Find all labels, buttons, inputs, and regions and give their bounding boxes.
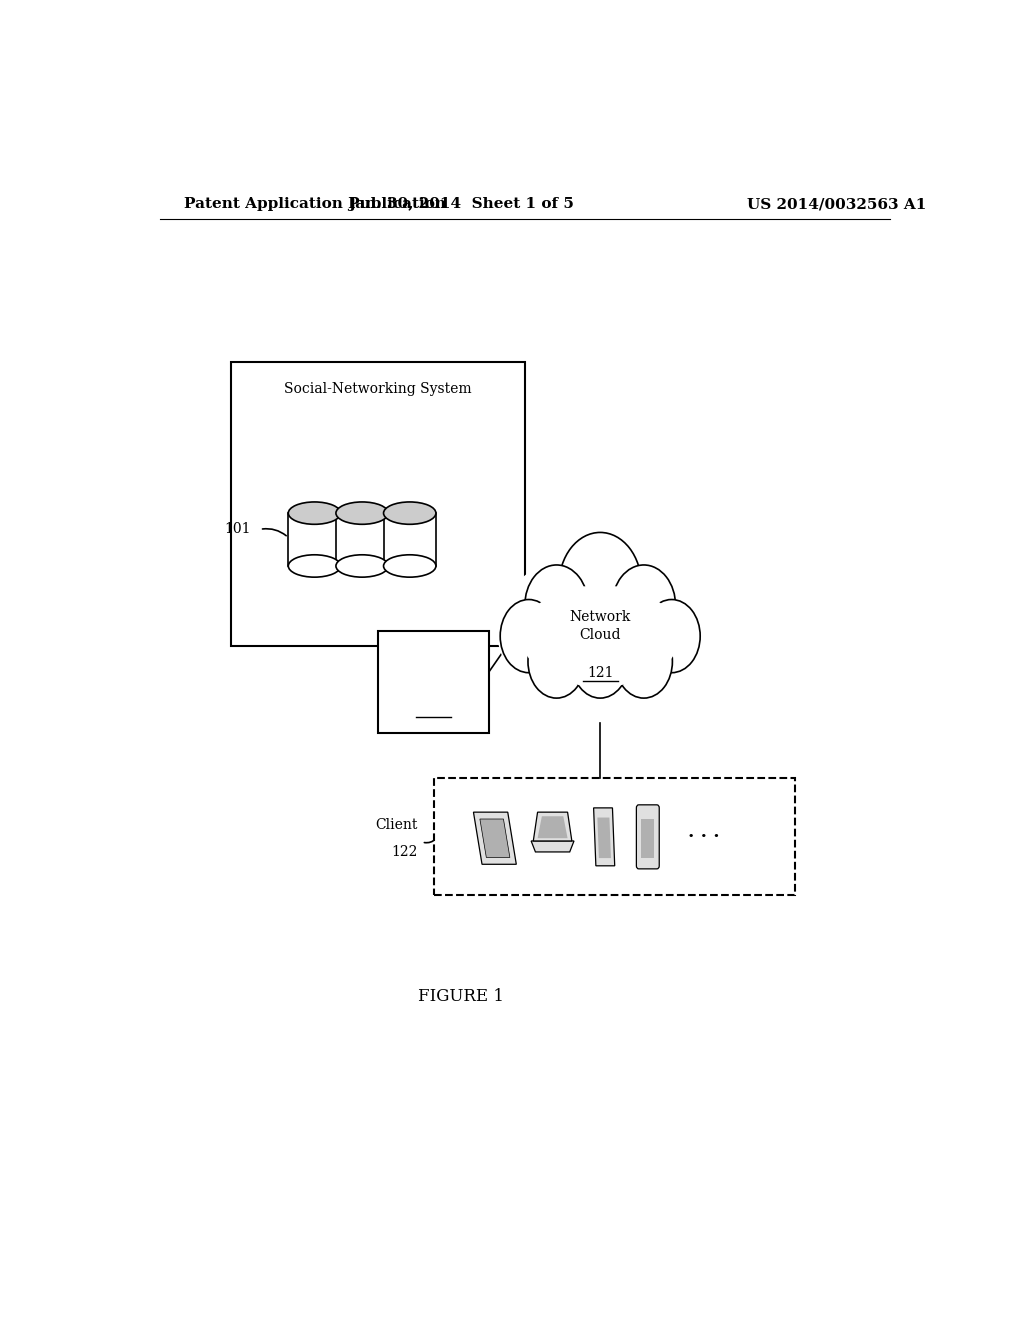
Text: 120: 120 bbox=[420, 702, 446, 717]
Ellipse shape bbox=[336, 554, 388, 577]
Text: System
Front End: System Front End bbox=[397, 651, 469, 682]
Ellipse shape bbox=[571, 624, 629, 698]
Polygon shape bbox=[480, 818, 510, 858]
Text: Network
Cloud: Network Cloud bbox=[569, 610, 631, 642]
Ellipse shape bbox=[521, 585, 680, 686]
Text: Client: Client bbox=[375, 817, 418, 832]
FancyBboxPatch shape bbox=[231, 362, 524, 647]
Text: 122: 122 bbox=[391, 845, 418, 859]
Text: US 2014/0032563 A1: US 2014/0032563 A1 bbox=[748, 197, 927, 211]
FancyBboxPatch shape bbox=[378, 631, 489, 733]
Ellipse shape bbox=[524, 565, 588, 647]
Ellipse shape bbox=[497, 549, 703, 713]
Ellipse shape bbox=[289, 554, 341, 577]
FancyBboxPatch shape bbox=[636, 805, 659, 869]
Bar bbox=[289, 513, 341, 566]
Polygon shape bbox=[597, 817, 611, 858]
Text: 121: 121 bbox=[587, 665, 613, 680]
Bar bbox=[641, 820, 654, 858]
Ellipse shape bbox=[615, 624, 673, 698]
Text: 101: 101 bbox=[224, 523, 251, 536]
Polygon shape bbox=[594, 808, 614, 866]
Ellipse shape bbox=[384, 502, 436, 524]
Text: Social-Networking System: Social-Networking System bbox=[285, 381, 472, 396]
FancyBboxPatch shape bbox=[433, 779, 795, 895]
Ellipse shape bbox=[528, 624, 585, 698]
Ellipse shape bbox=[643, 599, 700, 673]
Ellipse shape bbox=[559, 532, 641, 638]
Polygon shape bbox=[538, 816, 567, 838]
Text: · · ·: · · · bbox=[687, 828, 719, 846]
Bar bbox=[336, 513, 388, 566]
Text: Jan. 30, 2014  Sheet 1 of 5: Jan. 30, 2014 Sheet 1 of 5 bbox=[348, 197, 574, 211]
Text: Patent Application Publication: Patent Application Publication bbox=[183, 197, 445, 211]
Ellipse shape bbox=[384, 554, 436, 577]
Text: FIGURE 1: FIGURE 1 bbox=[419, 989, 504, 1006]
Polygon shape bbox=[531, 841, 574, 851]
Polygon shape bbox=[473, 812, 516, 865]
Ellipse shape bbox=[336, 502, 388, 524]
Ellipse shape bbox=[500, 599, 557, 673]
Polygon shape bbox=[534, 812, 571, 841]
Bar bbox=[384, 513, 436, 566]
Ellipse shape bbox=[289, 502, 341, 524]
Ellipse shape bbox=[612, 565, 676, 647]
